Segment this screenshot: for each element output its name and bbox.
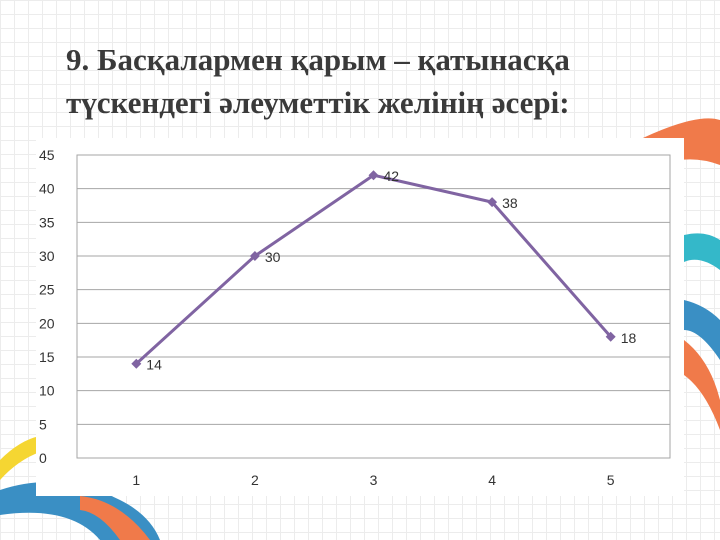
data-label: 18 [621,330,637,346]
y-tick-label: 40 [39,181,55,197]
data-label: 30 [265,249,281,265]
y-tick-label: 5 [39,416,47,432]
data-point-marker [487,197,498,208]
y-tick-label: 35 [39,214,55,230]
x-tick-label: 4 [488,472,496,488]
data-point-marker [249,251,260,261]
data-point-marker [605,331,616,342]
y-tick-label: 0 [39,450,47,466]
data-point-marker [131,358,142,369]
series-line [135,173,612,365]
deco-teal-swoosh-right [684,233,720,270]
title-line-1: 9. Басқалармен қарым – қатынасқа [66,42,570,77]
data-label: 38 [502,195,518,211]
title-line-2: түскендегі әлеуметтік желінің әсері: [66,85,570,120]
plot-area-border [76,154,671,459]
deco-yellow-swoosh-left [0,436,40,480]
y-tick-label: 25 [39,282,55,298]
y-tick-label: 15 [39,349,55,365]
chart-panel: 0 5 10 15 20 25 30 35 40 45 1 2 3 4 5 14 30 42 38 18 [36,138,684,496]
y-tick-label: 45 [39,147,55,163]
deco-orange-swoosh-right [684,340,720,430]
x-tick-label: 3 [370,472,378,488]
x-tick-label: 1 [132,472,140,488]
deco-orange-swoosh-bottom-left [80,496,150,540]
x-tick-label: 2 [251,472,259,488]
data-point-marker [368,170,379,181]
y-tick-label: 30 [39,248,55,264]
deco-blue-swoosh-right [684,300,720,360]
data-label: 14 [146,357,162,373]
data-label: 42 [384,168,400,184]
y-tick-label: 20 [39,315,55,331]
x-tick-label: 5 [607,472,615,488]
y-tick-label: 10 [39,383,55,399]
page-title: 9. Басқалармен қарым – қатынасқа түскенд… [66,38,686,124]
